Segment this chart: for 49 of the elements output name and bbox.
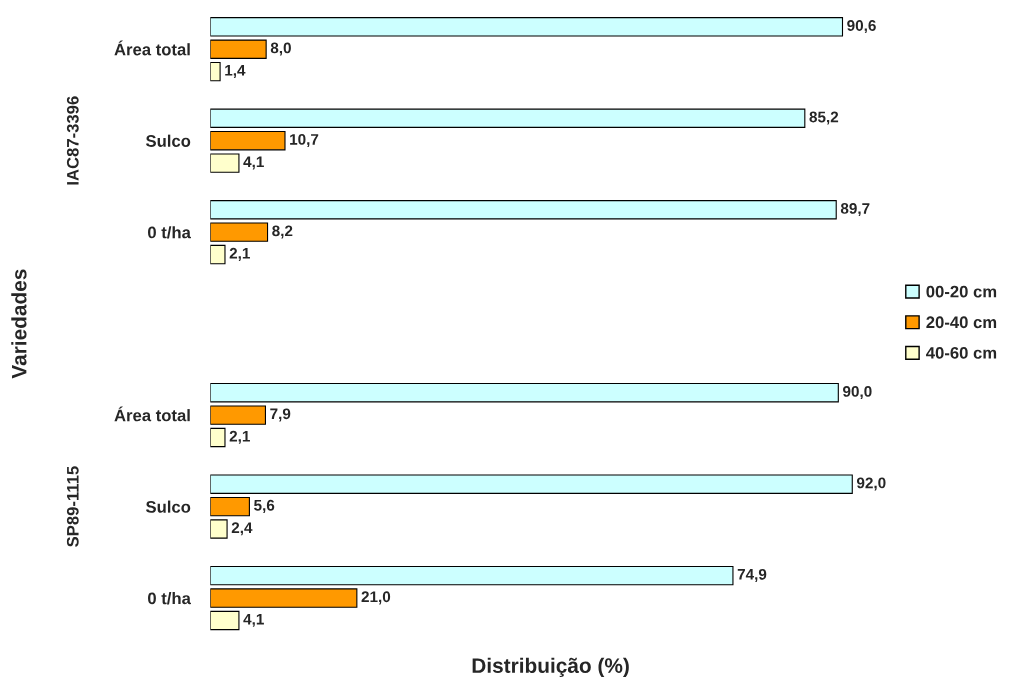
bar <box>210 244 226 265</box>
data-label: 10,7 <box>290 133 319 148</box>
bar <box>210 108 806 128</box>
bar <box>210 496 250 517</box>
data-label: 4,1 <box>243 156 264 170</box>
bar <box>210 222 269 242</box>
bar <box>210 200 837 220</box>
bar <box>210 17 844 37</box>
text: IAC87-3396 <box>66 96 79 185</box>
data-label: 2,1 <box>229 430 250 444</box>
data-label: 8,0 <box>270 42 291 56</box>
y-tick-label: 0 t/ha <box>148 592 191 605</box>
data-label: 74,9 <box>737 568 767 582</box>
y-axis-title: Variedades <box>11 269 27 379</box>
legend-label: 40-60 cm <box>926 346 997 359</box>
data-label: 8,2 <box>272 225 293 239</box>
data-label: 90,6 <box>847 20 876 34</box>
data-label: 2,4 <box>231 522 253 536</box>
data-label: 7,9 <box>270 408 291 422</box>
bar <box>210 383 839 403</box>
y-tick-label: Sulco <box>145 500 191 513</box>
bar <box>210 427 226 448</box>
legend-label: 20-40 cm <box>926 316 997 329</box>
bar <box>210 130 286 151</box>
y-tick-label: Área total <box>114 40 190 56</box>
data-label: 90,0 <box>843 385 872 400</box>
data-label: 85,2 <box>809 111 839 125</box>
bar <box>210 153 240 173</box>
bar <box>210 39 267 59</box>
bar <box>210 565 734 586</box>
bar <box>210 588 358 608</box>
y-tick-label: Sulco <box>145 134 191 147</box>
data-label: 4,1 <box>243 613 264 627</box>
x-axis-title: Distribuição (%) <box>472 657 629 678</box>
bar <box>210 474 853 494</box>
bar <box>210 405 267 425</box>
data-label: 5,6 <box>254 499 275 513</box>
data-label: 89,7 <box>840 203 870 217</box>
bar <box>210 610 240 631</box>
data-label: 92,0 <box>856 477 886 491</box>
data-label: 1,4 <box>225 65 246 78</box>
y-tick-label: Área total <box>114 406 190 422</box>
y-tick-label: 0 t/ha <box>148 226 191 239</box>
data-label: 2,1 <box>229 247 250 261</box>
text: SP89-1115 <box>66 466 79 547</box>
bar <box>210 61 221 82</box>
bar <box>210 519 228 539</box>
data-label: 21,0 <box>361 591 391 605</box>
legend-label: 00-20 cm <box>926 285 997 298</box>
